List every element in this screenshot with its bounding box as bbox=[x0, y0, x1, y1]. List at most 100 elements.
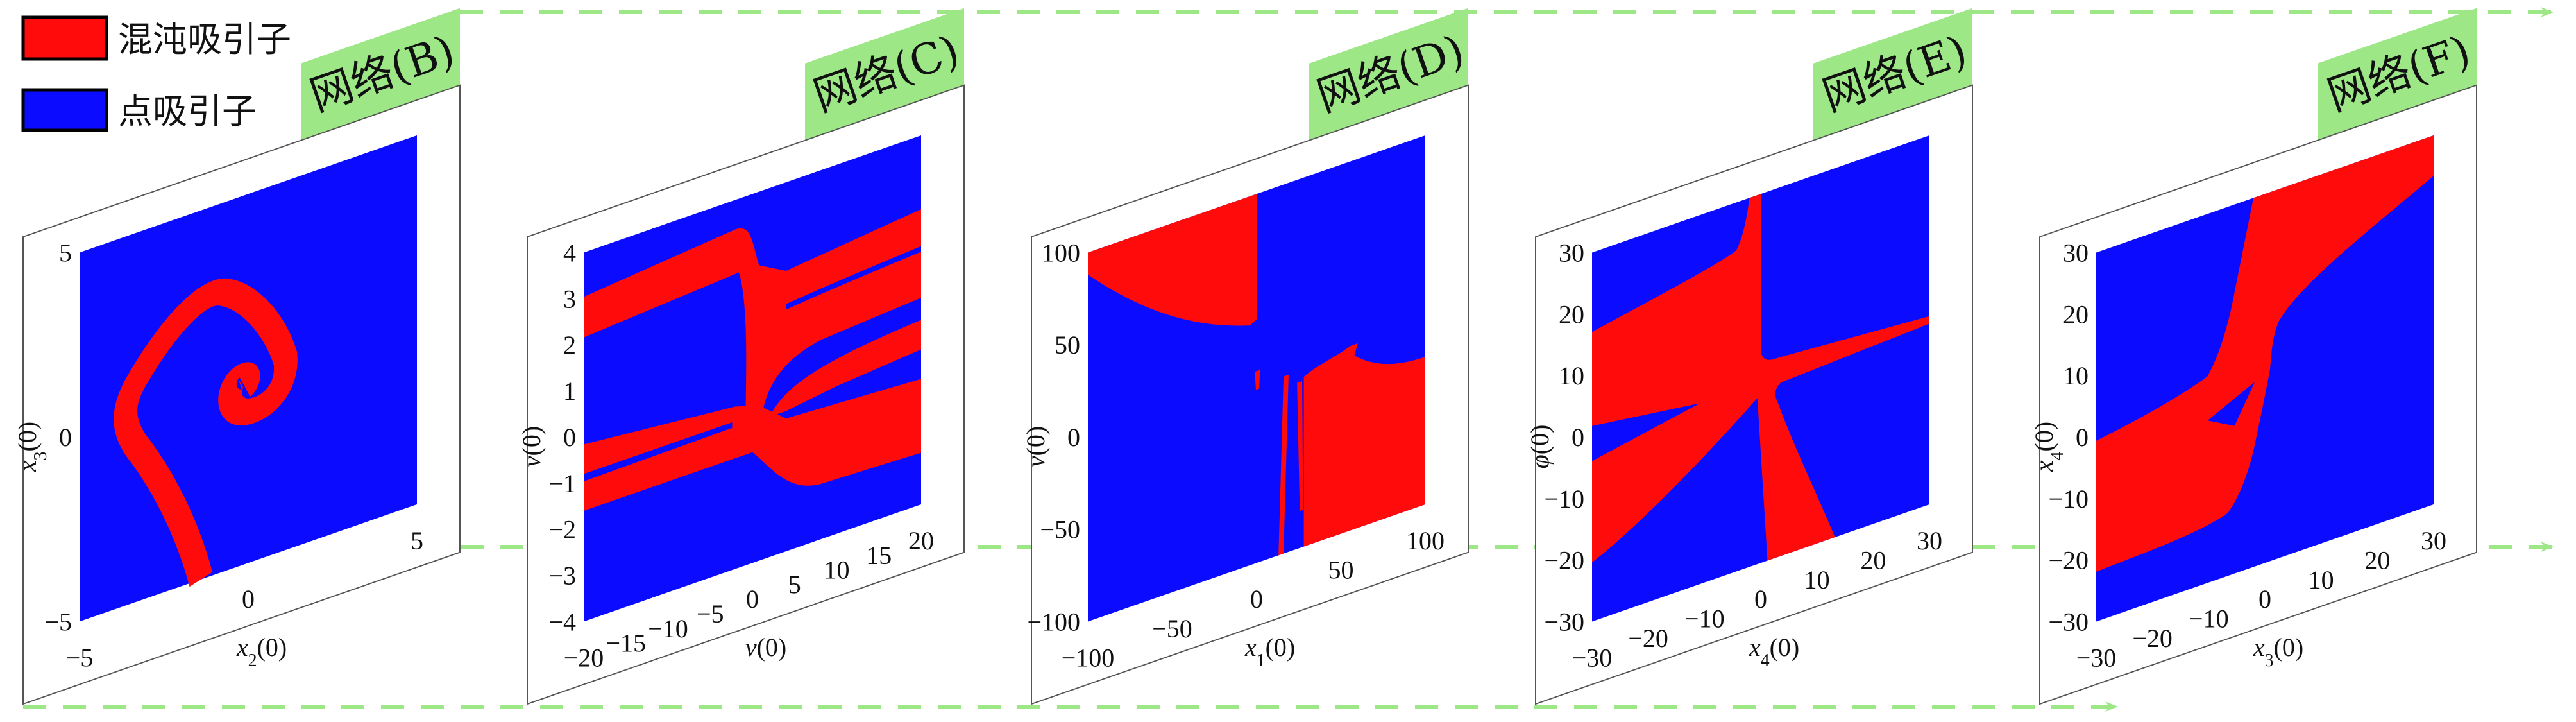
chaotic-attractor-basin bbox=[1303, 343, 1426, 547]
y-tick-label: 5 bbox=[59, 238, 72, 267]
axis-subscript: 1 bbox=[1257, 650, 1266, 670]
network-tag bbox=[1309, 8, 1468, 141]
y-tick-label: −50 bbox=[1040, 515, 1080, 544]
basin-plot bbox=[1592, 135, 1930, 622]
x-tick-label: 10 bbox=[824, 556, 850, 585]
y-tick-label: 1 bbox=[563, 377, 576, 406]
legend: 混沌吸引子 点吸引子 bbox=[21, 15, 291, 132]
x-tick-label: −50 bbox=[1152, 614, 1192, 643]
x-tick-label: 0 bbox=[746, 585, 759, 614]
x-tick-label: −10 bbox=[648, 614, 688, 643]
axis-variable: x bbox=[236, 633, 248, 662]
axis-subscript: 3 bbox=[2265, 650, 2274, 670]
x-tick-label: 30 bbox=[2421, 526, 2446, 555]
axis-suffix: (0) bbox=[13, 422, 42, 452]
x-tick-label: −20 bbox=[1628, 624, 1668, 653]
x-tick-label: 20 bbox=[2364, 546, 2390, 574]
x-axis-label: x4(0) bbox=[1749, 633, 1799, 671]
x-tick-label: −30 bbox=[2076, 643, 2117, 672]
x-axis-label: v(0) bbox=[745, 633, 786, 662]
y-tick-label: 4 bbox=[563, 238, 576, 267]
x-tick-label: −5 bbox=[697, 599, 724, 628]
y-tick-label: 0 bbox=[563, 423, 576, 452]
x-tick-label: 0 bbox=[2258, 585, 2271, 614]
point-attractor-basin bbox=[584, 422, 733, 481]
chaotic-attractor-basin bbox=[1297, 381, 1303, 511]
chaotic-attractor-basin bbox=[584, 209, 922, 418]
y-tick-label: 10 bbox=[1559, 361, 1584, 390]
legend-label-point: 点吸引子 bbox=[118, 91, 257, 132]
x-tick-label: 5 bbox=[788, 570, 801, 599]
network-tag bbox=[301, 8, 460, 141]
network-tag bbox=[1813, 8, 1972, 141]
axis-suffix: (0) bbox=[517, 426, 546, 456]
x-tick-label: 0 bbox=[1250, 585, 1263, 614]
x-tick-label: 50 bbox=[1328, 556, 1354, 585]
panel-f: 网络(F)−30−20−100102030−30−20−100102030x4(… bbox=[2029, 8, 2477, 705]
y-tick-label: 30 bbox=[1559, 238, 1584, 267]
x-tick-label: 20 bbox=[1860, 546, 1886, 574]
panel-c: 网络(C)−4−3−2−101234−20−15−10−505101520v(0… bbox=[517, 8, 965, 705]
axis-variable: φ bbox=[1525, 454, 1554, 468]
y-tick-label: 0 bbox=[59, 423, 72, 452]
axis-suffix: (0) bbox=[757, 633, 787, 662]
x-tick-label: 30 bbox=[1917, 526, 1942, 555]
y-tick-label: −30 bbox=[1544, 607, 1584, 636]
axis-suffix: (0) bbox=[1021, 426, 1050, 456]
chaotic-attractor-basin bbox=[1592, 194, 1930, 563]
y-tick-label: −1 bbox=[548, 469, 576, 498]
y-axis-label: φ(0) bbox=[1525, 425, 1554, 469]
panel-plane bbox=[2039, 8, 2477, 705]
point-attractor-basin bbox=[584, 276, 739, 347]
x-tick-label: 5 bbox=[411, 526, 423, 555]
y-axis-label: x3(0) bbox=[13, 422, 51, 472]
y-tick-label: 2 bbox=[563, 331, 576, 359]
x-tick-label: 15 bbox=[866, 541, 892, 570]
x-tick-label: −10 bbox=[1684, 605, 1725, 633]
panel-e: 网络(E)−30−20−100102030−30−20−100102030φ(0… bbox=[1525, 8, 1973, 705]
y-tick-label: −10 bbox=[2048, 485, 2089, 513]
axis-subscript: 3 bbox=[31, 451, 51, 460]
basin-plot bbox=[584, 135, 922, 622]
y-tick-label: −10 bbox=[1544, 485, 1584, 513]
x-tick-label: 0 bbox=[242, 585, 255, 614]
basin-plot bbox=[2096, 135, 2434, 622]
x-axis-label: x1(0) bbox=[1244, 633, 1295, 671]
legend-label-chaotic: 混沌吸引子 bbox=[118, 19, 291, 60]
axis-suffix: (0) bbox=[257, 633, 287, 662]
x-axis-label: x3(0) bbox=[2253, 633, 2303, 671]
x-axis-label: x2(0) bbox=[236, 633, 287, 671]
x-tick-label: 100 bbox=[1406, 526, 1445, 555]
y-tick-label: −4 bbox=[548, 607, 576, 636]
point-attractor-basin bbox=[786, 246, 922, 310]
axis-variable: x bbox=[1749, 633, 1761, 662]
y-tick-label: −100 bbox=[1027, 607, 1080, 636]
axis-suffix: (0) bbox=[2029, 422, 2058, 452]
x-tick-label: 20 bbox=[908, 526, 934, 555]
axis-variable: v bbox=[517, 456, 546, 467]
axis-variable: x bbox=[13, 460, 42, 472]
axis-subscript: 4 bbox=[1761, 650, 1770, 670]
basin-plot bbox=[80, 135, 418, 622]
flow-arrows bbox=[23, 7, 2554, 712]
panel-plane bbox=[1031, 8, 1469, 705]
y-tick-label: 3 bbox=[563, 284, 576, 313]
network-tag bbox=[805, 8, 964, 141]
x-tick-label: −15 bbox=[606, 629, 646, 658]
y-tick-label: 50 bbox=[1055, 331, 1080, 359]
x-tick-label: 0 bbox=[1754, 585, 1767, 614]
chaotic-attractor-basin bbox=[584, 379, 922, 511]
x-tick-label: −20 bbox=[564, 643, 604, 672]
x-tick-label: −5 bbox=[66, 643, 94, 672]
axis-variable: x bbox=[2253, 633, 2265, 662]
panel-plane bbox=[22, 8, 461, 705]
y-tick-label: −5 bbox=[44, 607, 72, 636]
network-tag bbox=[2318, 8, 2477, 141]
panel-plane bbox=[1535, 8, 1973, 705]
legend-swatch-point bbox=[21, 88, 108, 132]
y-tick-label: 20 bbox=[2063, 300, 2089, 329]
axis-suffix: (0) bbox=[1770, 633, 1800, 662]
chaotic-attractor-basin bbox=[1088, 194, 1257, 326]
